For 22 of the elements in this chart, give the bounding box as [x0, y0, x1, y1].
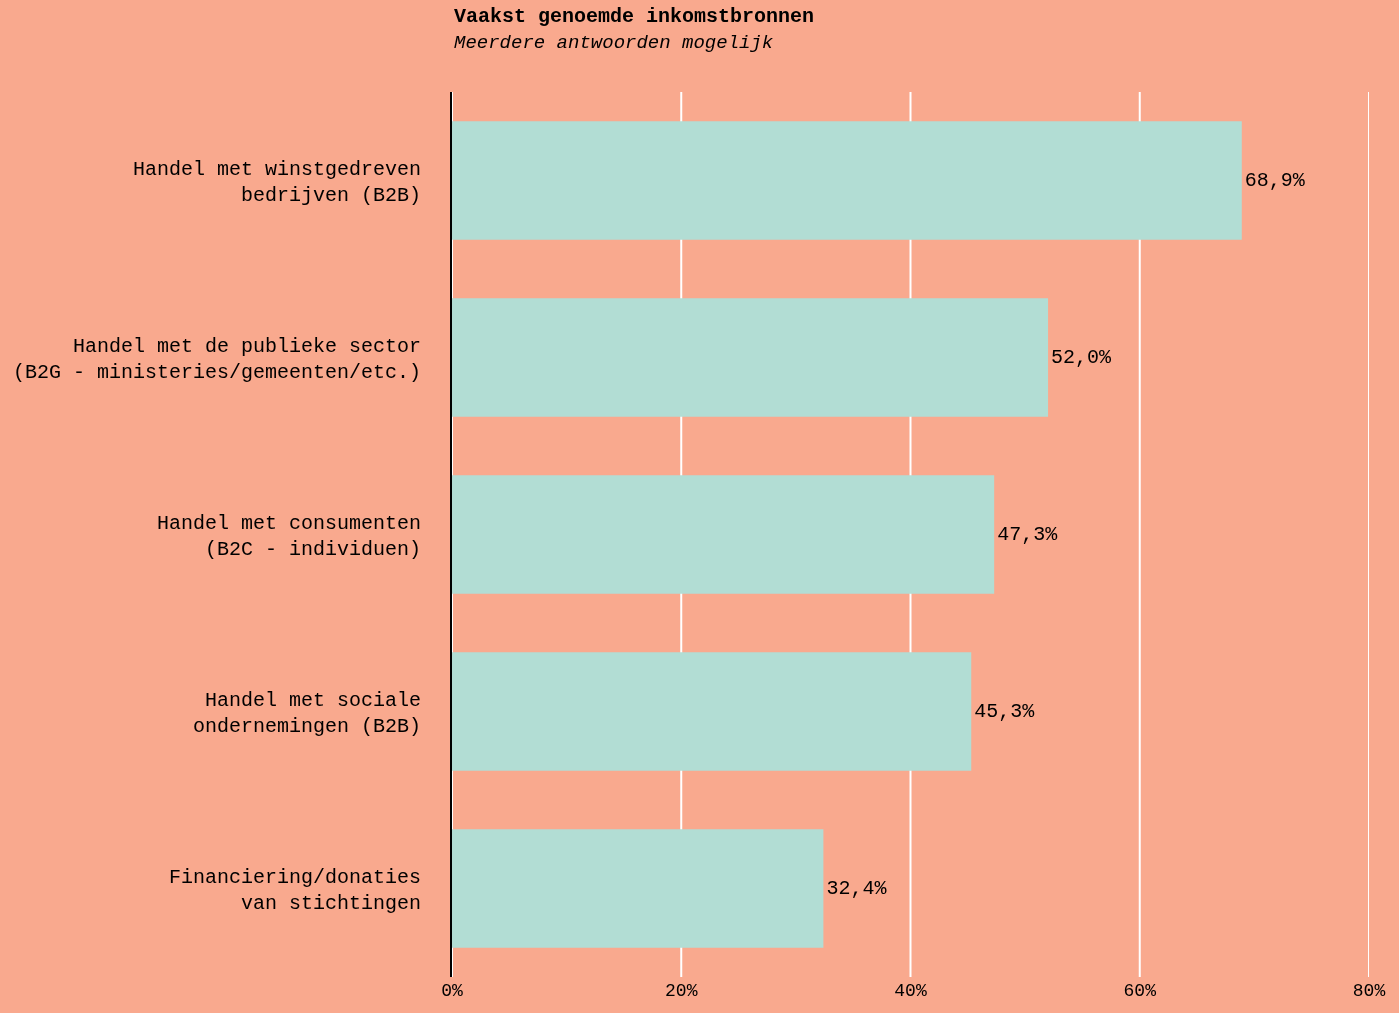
data-label: 47,3% [997, 523, 1059, 547]
x-tick-label: 40% [894, 981, 927, 1001]
chart-title: Vaakst genoemde inkomstbronnen [454, 5, 815, 28]
data-label: 52,0% [1051, 346, 1113, 369]
chart-subtitle: Meerdere antwoorden mogelijk [454, 32, 774, 54]
y-tick-label: Handel met sociale ondernemingen (B2B) [192, 688, 421, 738]
x-tick-label: 20% [665, 981, 698, 1001]
x-tick-label: 80% [1352, 981, 1386, 1001]
data-label: 45,3% [974, 700, 1036, 723]
data-label: 32,4% [826, 877, 888, 901]
bar [452, 829, 824, 948]
bar [452, 121, 1242, 240]
y-tick-label: Handel met winstgedreven bedrijven (B2B) [132, 157, 421, 207]
data-label: 68,9% [1244, 169, 1306, 193]
y-tick-label: Handel met consumenten (B2C - individuen) [156, 511, 421, 561]
bar [452, 475, 995, 594]
y-tick-label: Financiering/donaties van stichtingen [168, 865, 421, 915]
x-tick-label: 0% [441, 981, 463, 1001]
bar [452, 652, 972, 771]
bar [452, 298, 1049, 417]
x-tick-label: 60% [1123, 981, 1157, 1001]
y-tick-label: Handel met de publieke sector (B2G - ministeries/gemeenten/etc.) [12, 334, 421, 384]
